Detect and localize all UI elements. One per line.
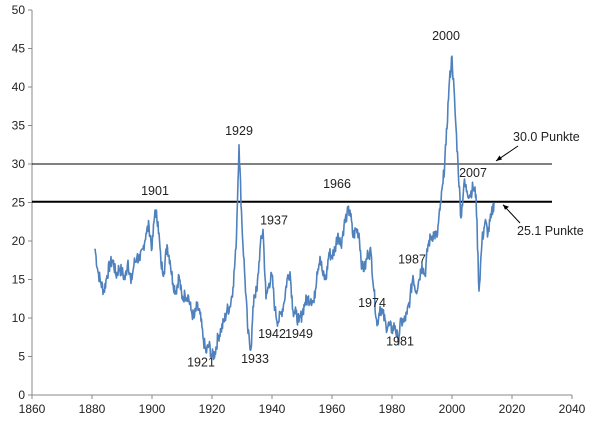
y-tick-label: 45 bbox=[12, 42, 26, 56]
annotation-label: 2007 bbox=[459, 166, 487, 180]
y-tick-label: 20 bbox=[12, 234, 26, 248]
x-tick-label: 1940 bbox=[259, 402, 286, 416]
annotation-label: 1929 bbox=[225, 124, 253, 138]
annotation-layer: 1901 1921 1929 1933 1937 1942 1949 1966 1974 1981… bbox=[141, 29, 584, 369]
annotation-label: 1933 bbox=[241, 352, 269, 366]
reference-arrowhead-25 bbox=[503, 204, 509, 210]
annotation-label: 1921 bbox=[187, 356, 215, 370]
reference-arrowhead-30 bbox=[496, 155, 502, 161]
x-tick-label: 2000 bbox=[439, 402, 466, 416]
x-tick-label: 1980 bbox=[379, 402, 406, 416]
y-tick-label: 5 bbox=[18, 350, 25, 364]
annotation-label: 1937 bbox=[260, 213, 288, 227]
annotation-label: 1942 bbox=[258, 327, 286, 341]
reference-lines bbox=[32, 163, 552, 203]
reference-label-25: 25.1 Punkte bbox=[517, 224, 584, 238]
y-tick-label: 25 bbox=[12, 196, 26, 210]
x-tick-label: 2040 bbox=[559, 402, 586, 416]
x-tick-label: 1860 bbox=[19, 402, 46, 416]
x-tick-label: 1900 bbox=[139, 402, 166, 416]
annotation-label: 2000 bbox=[432, 29, 460, 43]
annotation-label: 1966 bbox=[323, 177, 351, 191]
x-tick-label: 2020 bbox=[499, 402, 526, 416]
annotation-label: 1974 bbox=[358, 296, 386, 310]
annotation-label: 1949 bbox=[285, 327, 313, 341]
series-layer bbox=[94, 55, 495, 361]
y-tick-label: 35 bbox=[12, 119, 26, 133]
y-tick-label: 50 bbox=[12, 3, 26, 17]
series-line bbox=[94, 55, 495, 361]
y-tick-label: 30 bbox=[12, 157, 26, 171]
x-tick-label: 1880 bbox=[79, 402, 106, 416]
x-tick-label: 1920 bbox=[199, 402, 226, 416]
annotation-label: 1987 bbox=[398, 253, 426, 267]
annotation-label: 1981 bbox=[386, 335, 414, 349]
reference-label-30: 30.0 Punkte bbox=[513, 130, 580, 144]
y-tick-label: 40 bbox=[12, 80, 26, 94]
chart-axes: 0 5 10 15 20 25 30 35 40 45 50 1860 1880 1900 1920 1940… bbox=[12, 3, 586, 416]
y-tick-label: 15 bbox=[12, 273, 26, 287]
y-tick-label: 0 bbox=[18, 388, 25, 402]
y-tick-label: 10 bbox=[12, 311, 26, 325]
annotation-label: 1901 bbox=[141, 184, 169, 198]
x-tick-label: 1960 bbox=[319, 402, 346, 416]
